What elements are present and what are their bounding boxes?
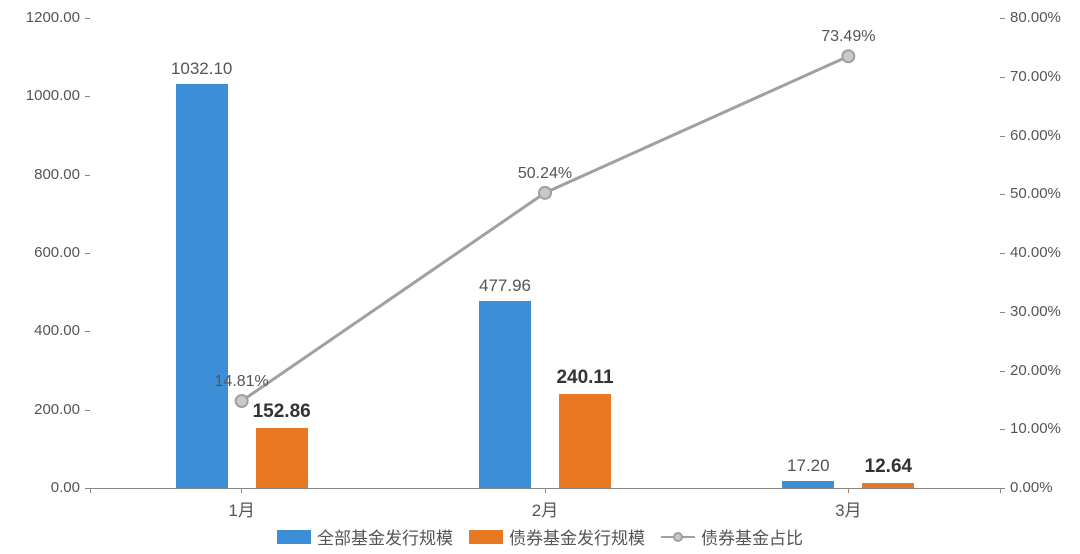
legend-item-bond_funds: 债券基金发行规模	[469, 528, 645, 545]
legend-label: 债券基金占比	[701, 524, 803, 549]
legend: 全部基金发行规模债券基金发行规模债券基金占比	[0, 524, 1080, 549]
legend-swatch	[277, 530, 311, 544]
line-label-bond_ratio: 73.49%	[778, 28, 918, 46]
fund-issuance-chart: 0.00200.00400.00600.00800.001000.001200.…	[0, 0, 1080, 554]
legend-label: 债券基金发行规模	[509, 524, 645, 549]
line-label-bond_ratio: 14.81%	[172, 373, 312, 391]
line-layer	[0, 0, 1080, 554]
legend-item-bond_ratio: 债券基金占比	[661, 528, 803, 545]
legend-swatch-line	[661, 530, 695, 544]
line-bond_ratio	[242, 56, 849, 401]
line-marker-bond_ratio	[539, 187, 551, 199]
line-label-bond_ratio: 50.24%	[475, 165, 615, 183]
line-marker-bond_ratio	[842, 50, 854, 62]
legend-swatch	[469, 530, 503, 544]
legend-label: 全部基金发行规模	[317, 524, 453, 549]
legend-item-all_funds: 全部基金发行规模	[277, 528, 453, 545]
line-marker-bond_ratio	[236, 395, 248, 407]
